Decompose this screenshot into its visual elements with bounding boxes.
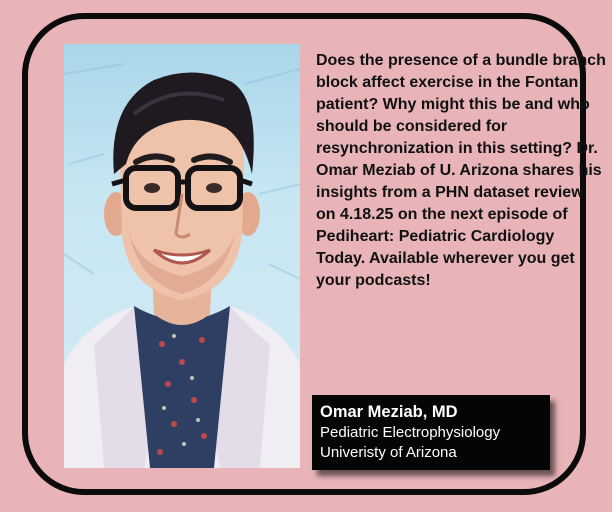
podcast-name: Pediheart: Pediatric Cardiology Today <box>316 228 555 267</box>
rounded-frame <box>22 13 586 495</box>
closing-text: . Available wherever you get your podcas… <box>316 250 575 289</box>
speaker-specialty: Pediatric Electrophysiology <box>320 424 501 441</box>
speaker-institution: Univeristy of Arizona <box>320 444 457 461</box>
question-text: Does the presence of a bundle branch blo… <box>316 52 606 223</box>
speaker-name-card: Omar Meziab, MD Pediatric Electrophysiol… <box>312 395 550 470</box>
episode-description: Does the presence of a bundle branch blo… <box>316 50 606 292</box>
speaker-name: Omar Meziab, MD <box>320 403 458 421</box>
speaker-portrait <box>64 44 300 468</box>
